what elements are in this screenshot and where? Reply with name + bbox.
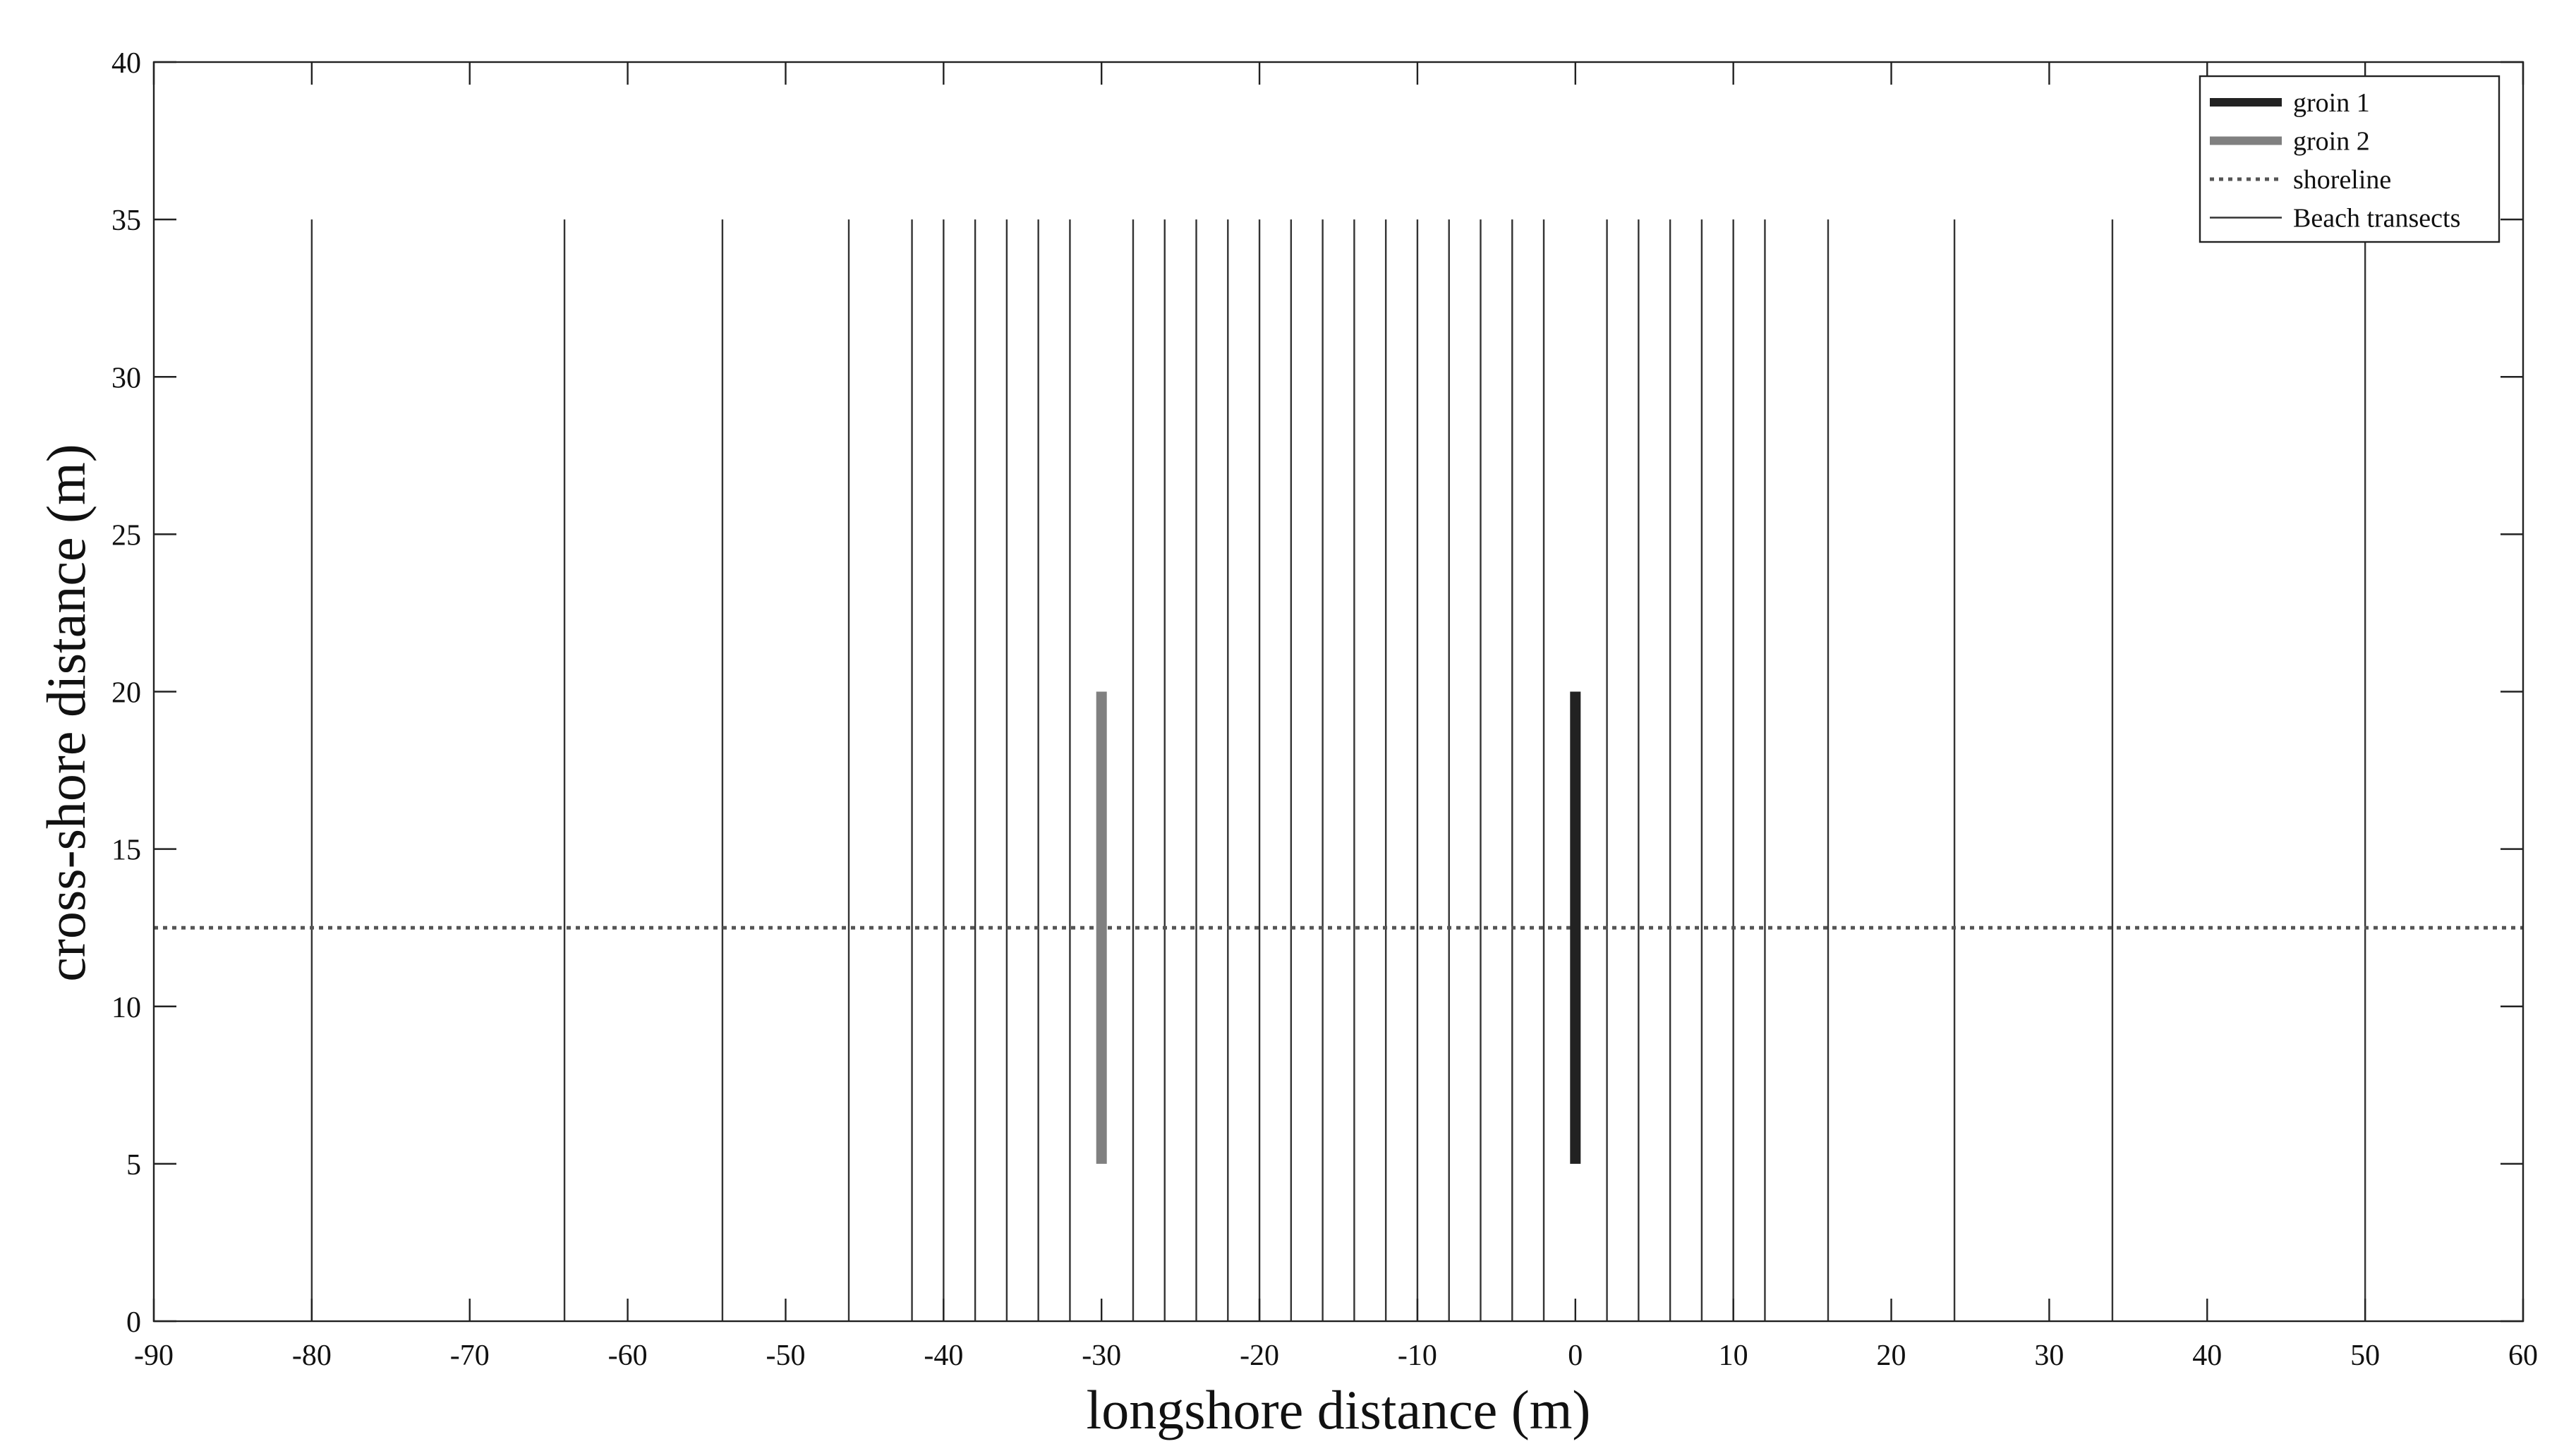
x-tick-label: -30 bbox=[1082, 1340, 1121, 1372]
x-tick-label: 60 bbox=[2508, 1340, 2538, 1372]
y-tick-label: 20 bbox=[111, 677, 141, 710]
x-axis-label: longshore distance (m) bbox=[1087, 1379, 1591, 1440]
groins-layer bbox=[1096, 691, 1581, 1164]
x-tick-label: -20 bbox=[1240, 1340, 1279, 1372]
y-tick-label: 40 bbox=[111, 47, 141, 80]
legend-label: groin 2 bbox=[2293, 127, 2370, 157]
y-axis-label: cross-shore distance (m) bbox=[35, 444, 97, 981]
x-tick-label: -60 bbox=[608, 1340, 648, 1372]
x-tick-label: 0 bbox=[1568, 1340, 1583, 1372]
x-tick-label: 30 bbox=[2034, 1340, 2064, 1372]
x-tick-label: -10 bbox=[1398, 1340, 1437, 1372]
legend-label: Beach transects bbox=[2293, 204, 2460, 233]
y-tick-label: 35 bbox=[111, 205, 141, 237]
legend: groin 1 groin 2 shoreline Beach transects bbox=[2199, 75, 2501, 243]
x-tick-label: 40 bbox=[2192, 1340, 2222, 1372]
y-tick-label: 25 bbox=[111, 519, 141, 552]
x-tick-label: -90 bbox=[134, 1340, 174, 1372]
transects-layer bbox=[310, 219, 2366, 1321]
y-tick-label: 0 bbox=[126, 1306, 141, 1339]
x-tick-label: 10 bbox=[1719, 1340, 1748, 1372]
y-tick-label: 10 bbox=[111, 992, 141, 1024]
plot-frame bbox=[152, 61, 2524, 1323]
x-tick-label: -40 bbox=[924, 1340, 963, 1372]
ticks-layer: -90 -80 -70 -60 -50 -40 -30 -20 -10 0 10 20 30 40 50 60… bbox=[111, 47, 2538, 1372]
axis-labels-layer: longshore distance (m) cross-shore dista… bbox=[35, 444, 1590, 1440]
axes-layer bbox=[152, 61, 2524, 1323]
y-tick-label: 5 bbox=[126, 1149, 141, 1182]
x-tick-label: 20 bbox=[1877, 1340, 1906, 1372]
legend-label: shoreline bbox=[2293, 165, 2391, 195]
x-tick-label: -50 bbox=[766, 1340, 805, 1372]
x-tick-label: -70 bbox=[450, 1340, 490, 1372]
y-tick-label: 15 bbox=[111, 834, 141, 867]
x-tick-label: -80 bbox=[292, 1340, 332, 1372]
y-tick-label: 30 bbox=[111, 362, 141, 394]
legend-label: groin 1 bbox=[2293, 88, 2370, 118]
x-tick-label: 50 bbox=[2350, 1340, 2380, 1372]
